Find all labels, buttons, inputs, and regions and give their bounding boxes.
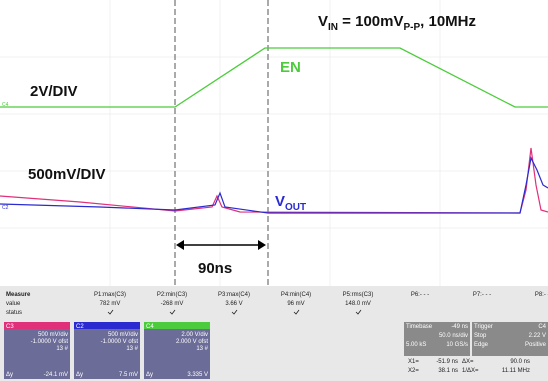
timebase-samples: 5.00 kS bbox=[406, 342, 426, 348]
status-check bbox=[231, 309, 238, 315]
channel-dy-label: Δy bbox=[76, 372, 83, 378]
trigger-source: C4 bbox=[538, 324, 546, 330]
trace-c2 bbox=[0, 156, 548, 214]
channel-scale: 2.00 V/div bbox=[181, 332, 208, 338]
marker-c2: C2 bbox=[2, 205, 9, 211]
param-value: 96 mV bbox=[287, 301, 304, 307]
channel-scale: 500 mV/div bbox=[108, 332, 138, 338]
channel-count: 13 # bbox=[126, 346, 138, 352]
channel-dy: 7.5 mV bbox=[119, 372, 138, 378]
interval-label: 90ns bbox=[198, 260, 232, 277]
param-value: 3.66 V bbox=[225, 301, 242, 307]
cursor-key: X2= bbox=[408, 368, 419, 374]
en-label: EN bbox=[280, 59, 301, 76]
channel-box[interactable] bbox=[4, 322, 70, 379]
channel-box[interactable] bbox=[144, 322, 210, 379]
status-check bbox=[107, 309, 114, 315]
cursor-value: 38.1 ns bbox=[438, 368, 458, 374]
param-value: -268 mV bbox=[161, 301, 184, 307]
vin-label: VIN = 100mVP-P, 10MHz bbox=[318, 13, 476, 33]
channel-dy-label: Δy bbox=[6, 372, 13, 378]
timebase-div: 50.0 ns/div bbox=[439, 333, 468, 339]
param-name: P3:max(C4) bbox=[218, 292, 250, 298]
channel-offset: -1.0000 V ofst bbox=[31, 339, 69, 345]
timebase-label: Timebase bbox=[406, 324, 433, 330]
param-value: 782 mV bbox=[100, 301, 121, 307]
cursor-key: 1/ΔX= bbox=[462, 368, 479, 374]
trigger-label: Trigger bbox=[474, 324, 493, 330]
channel-id: C2 bbox=[76, 324, 84, 330]
ch3-scale: 500mV/DIV bbox=[28, 166, 106, 183]
plot-area bbox=[0, 0, 548, 286]
trigger-type: Edge bbox=[474, 342, 489, 348]
trigger-slope: Positive bbox=[525, 342, 547, 348]
cursor-value: 90.0 ns bbox=[510, 359, 530, 365]
channel-dy: 3.335 V bbox=[187, 372, 208, 378]
channel-offset: 2.000 V ofst bbox=[176, 339, 208, 345]
ch4-scale: 2V/DIV bbox=[30, 83, 78, 100]
trace-en bbox=[0, 47, 548, 108]
channel-header bbox=[4, 322, 70, 329]
cursor-key: X1= bbox=[408, 359, 419, 365]
channel-dy: -24.1 mV bbox=[44, 372, 68, 378]
param-name: P6:- - - bbox=[411, 292, 429, 298]
param-value: 148.0 mV bbox=[345, 301, 371, 307]
status-check bbox=[355, 309, 362, 315]
cursor-key: ΔX= bbox=[462, 359, 474, 365]
cursor-value: -51.9 ns bbox=[436, 359, 458, 365]
channel-count: 13 # bbox=[196, 346, 208, 352]
channel-header bbox=[74, 322, 140, 329]
timebase-delay: -49 ns bbox=[451, 324, 468, 330]
channel-count: 13 # bbox=[56, 346, 68, 352]
vout-label: VOUT bbox=[275, 193, 306, 213]
measure-row-label: status bbox=[6, 310, 22, 316]
channel-id: C4 bbox=[146, 324, 154, 330]
channel-header bbox=[144, 322, 210, 329]
status-check bbox=[293, 309, 300, 315]
trigger-box[interactable] bbox=[472, 322, 548, 356]
channel-id: C3 bbox=[6, 324, 14, 330]
measure-row-label: value bbox=[6, 301, 21, 307]
measure-row-label: Measure bbox=[6, 292, 31, 298]
channel-offset: -1.0000 V ofst bbox=[101, 339, 139, 345]
marker-c4: C4 bbox=[2, 102, 9, 108]
trace-c3 bbox=[0, 147, 548, 214]
channel-scale: 500 mV/div bbox=[38, 332, 68, 338]
channel-box[interactable] bbox=[74, 322, 140, 379]
timebase-box[interactable] bbox=[404, 322, 470, 356]
trigger-level: 2.22 V bbox=[529, 333, 546, 339]
param-name: P2:min(C3) bbox=[157, 292, 187, 298]
timebase-rate: 10 GS/s bbox=[446, 342, 468, 348]
status-check bbox=[169, 309, 176, 315]
param-name: P1:max(C3) bbox=[94, 292, 126, 298]
channel-dy-label: Δy bbox=[146, 372, 153, 378]
trigger-mode: Stop bbox=[474, 333, 487, 339]
param-name: P4:min(C4) bbox=[281, 292, 311, 298]
param-name: P5:rms(C3) bbox=[343, 292, 374, 298]
cursor-value: 11.11 MHz bbox=[502, 368, 530, 374]
param-name: P8:- - - bbox=[535, 292, 548, 298]
param-name: P7:- - - bbox=[473, 292, 491, 298]
